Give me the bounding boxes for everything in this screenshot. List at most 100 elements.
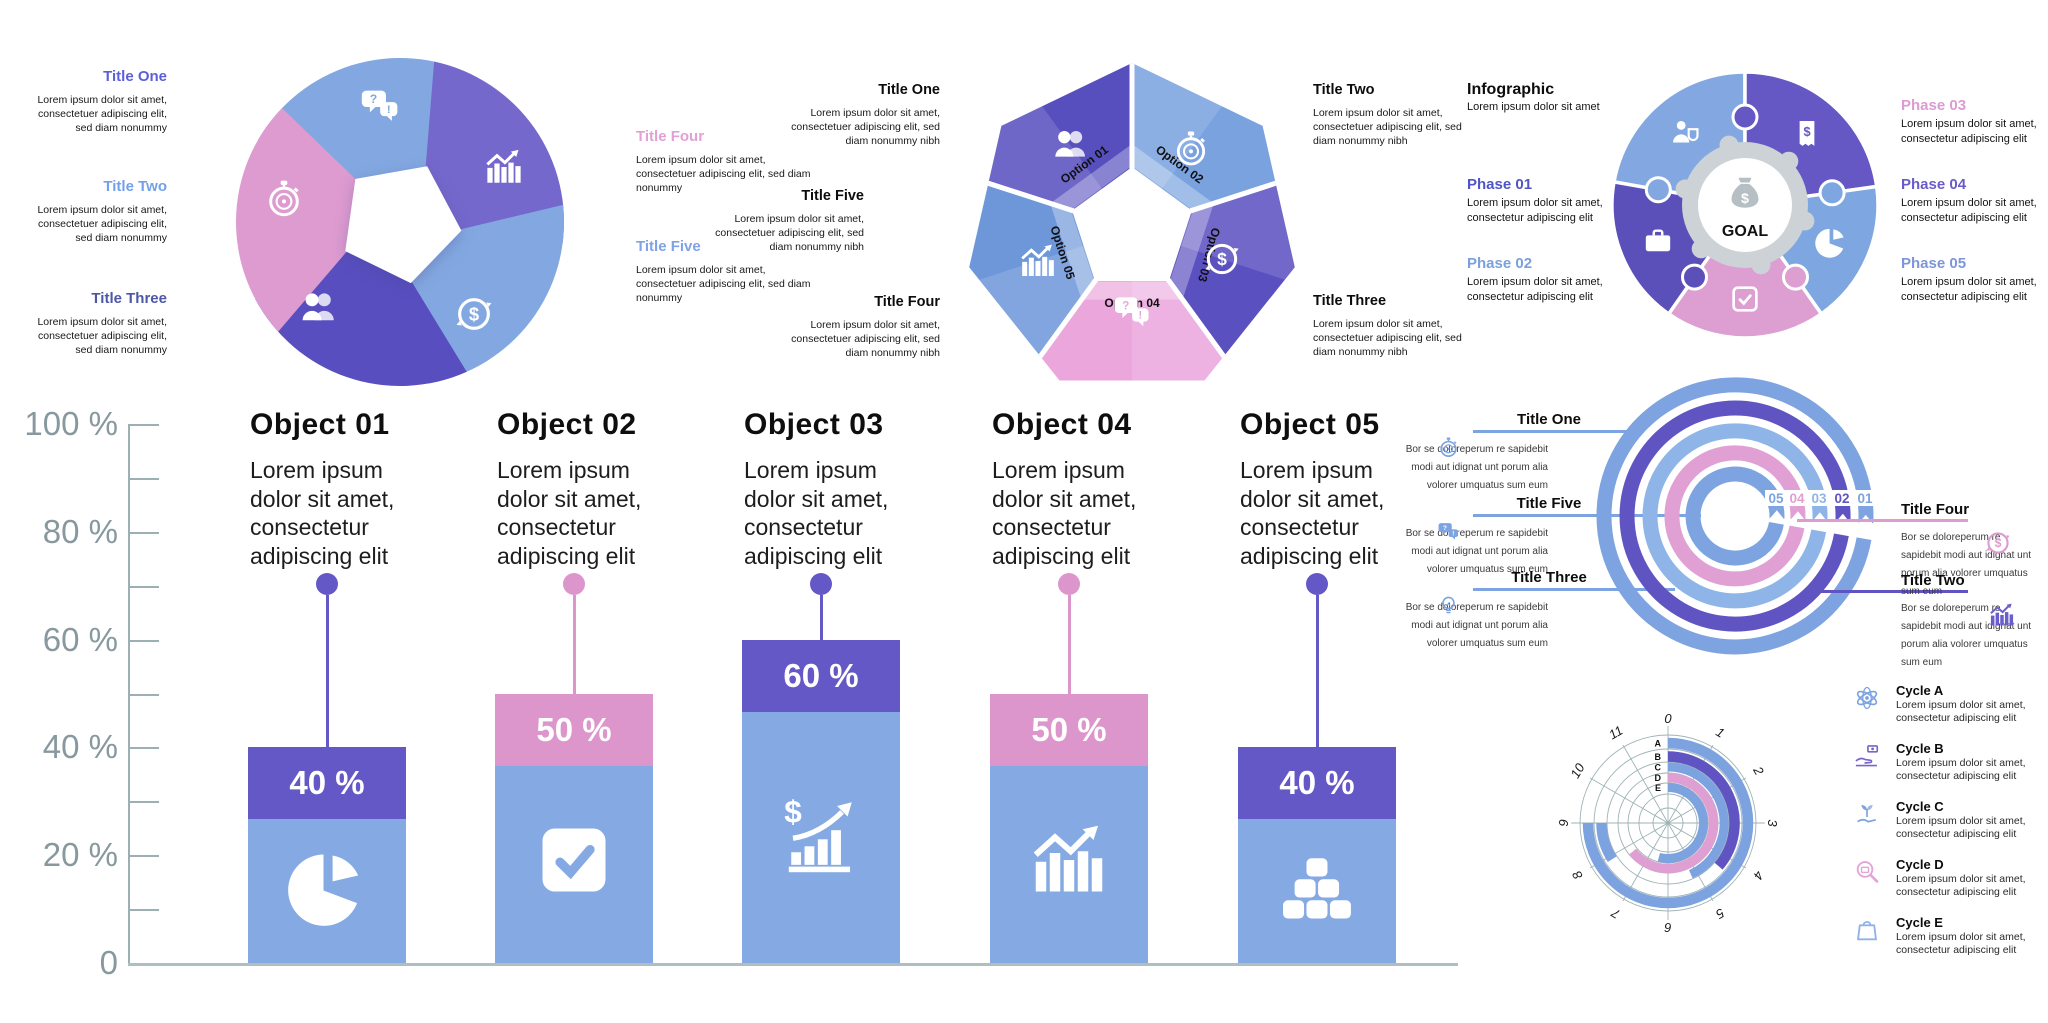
y-axis-tick <box>128 747 159 750</box>
y-axis-tick-label: 100 % <box>24 405 118 442</box>
dollar-cycle-icon: $ <box>456 297 492 330</box>
people-icon-wrap <box>1050 124 1090 169</box>
phase-body: Lorem ipsum dolor sit amet, consectetur … <box>1467 197 1603 224</box>
bar-cap: 40 % <box>1238 747 1396 820</box>
section-title: Title Three <box>91 290 167 307</box>
radial-item-title: Title Five <box>1516 495 1582 512</box>
connector-dot <box>1306 573 1328 595</box>
person-shield-icon-wrap <box>1668 116 1702 155</box>
heptagon-title-five-block: Title Five Lorem ipsum dolor sit amet, c… <box>714 188 864 255</box>
phase-body: Lorem ipsum dolor sit amet, consectetur … <box>1467 276 1603 303</box>
section-title: Title One <box>103 68 167 85</box>
svg-text:3: 3 <box>1765 819 1780 827</box>
object-heading: Object 04 <box>992 408 1132 441</box>
svg-text:11: 11 <box>1606 723 1625 743</box>
radial-item-body: Bor se doloreperum re sapidebit modi aut… <box>1901 603 2032 668</box>
page-title: Infographic <box>1467 81 1555 98</box>
check-icon <box>1732 286 1758 312</box>
bar-value-label: 60 % <box>783 656 859 694</box>
phase-label: Phase 02 <box>1467 255 1533 272</box>
bar-body <box>1238 819 1396 963</box>
dollar-cycle-icon-wrap: $ <box>453 293 495 340</box>
svg-text:8: 8 <box>1569 868 1586 882</box>
svg-text:?: ? <box>1122 299 1129 312</box>
legend-item: Cycle D Lorem ipsum dolor sit amet, cons… <box>1896 857 2026 899</box>
chart-peaks-icon <box>1990 603 2014 626</box>
briefcase-icon <box>1645 229 1671 252</box>
object-heading: Object 01 <box>250 408 390 441</box>
connector-stem <box>1315 595 1319 748</box>
svg-text:5: 5 <box>1713 905 1727 922</box>
y-axis-tick-label: 80 % <box>42 512 118 550</box>
bar-value-label: 40 % <box>1279 764 1355 802</box>
svg-text:D: D <box>1655 773 1662 783</box>
svg-text:A: A <box>1655 739 1662 749</box>
connector-dot <box>1058 573 1080 595</box>
svg-text:B: B <box>1655 752 1662 762</box>
people-icon-wrap <box>297 286 339 333</box>
section-body: Lorem ipsum dolor sit amet, consectetuer… <box>636 264 811 304</box>
radial-item-title: Title Two <box>1901 572 1965 589</box>
phase-03-block: Phase 03 Lorem ipsum dolor sit amet, con… <box>1901 97 2048 146</box>
bar-cap: 60 % <box>742 639 900 712</box>
chart-peaks-icon-wrap <box>1018 241 1058 286</box>
connector-stem <box>572 595 576 694</box>
chart-peaks-icon-wrap <box>483 146 525 193</box>
stopwatch-icon-wrap <box>263 178 305 225</box>
svg-text:?: ? <box>1443 525 1447 532</box>
legend-icon-wrap <box>1853 800 1881 833</box>
hand-sprout-icon <box>1853 805 1881 832</box>
y-axis-tick-label: 0 <box>99 944 118 981</box>
speech-icon: ?! <box>361 90 397 121</box>
speech-icon: ?! <box>1438 523 1458 540</box>
bag-icon <box>1853 921 1881 948</box>
magnifier-icon <box>1853 861 1881 890</box>
bar-chart: 100 % 80 % 60 % 40 % 20 % 0 Object 01 Lorem ips… <box>0 390 1470 990</box>
legend-item: Cycle E Lorem ipsum dolor sit amet, cons… <box>1896 915 2026 957</box>
section-body: Lorem ipsum dolor sit amet, consectetuer… <box>37 94 167 134</box>
radial-item-icon-wrap <box>1437 436 1460 464</box>
section-title: Title Four <box>874 294 940 310</box>
section-body: Lorem ipsum dolor sit amet, consectetuer… <box>37 204 167 244</box>
bar-cap: 40 % <box>248 747 406 820</box>
person-shield-icon <box>1672 120 1699 143</box>
speech-icon-wrap: ?! <box>359 85 401 132</box>
legend-icon-wrap <box>1853 916 1881 949</box>
section-body: Lorem ipsum dolor sit amet, consectetuer… <box>1313 318 1462 358</box>
stopwatch-icon-wrap <box>1171 129 1211 174</box>
phase-label: Phase 05 <box>1901 255 1967 272</box>
svg-text:GOAL: GOAL <box>1722 223 1768 240</box>
section-title: Title One <box>878 82 940 98</box>
radial-item-body: Bor se doloreperum re sapidebit modi aut… <box>1405 528 1548 575</box>
connector-stem <box>325 595 329 748</box>
receipt-icon-wrap: $ <box>1790 117 1824 156</box>
phase-body: Lorem ipsum dolor sit amet, consectetur … <box>1901 197 2037 224</box>
object-description: Lorem ipsum dolor sit amet, consectetur … <box>1240 457 1385 569</box>
section-title: Title Four <box>636 128 705 145</box>
radial-line-title-one <box>1473 430 1635 433</box>
radial-item-body: Bor se doloreperum re sapidebit modi aut… <box>1405 444 1548 491</box>
dollar-cycle-icon-wrap: $ <box>1202 239 1242 284</box>
hand-money-icon <box>1853 745 1881 774</box>
pinwheel-diagram <box>232 50 568 394</box>
y-axis-tick <box>128 477 159 480</box>
connector-dot <box>563 573 585 595</box>
svg-text:7: 7 <box>1608 905 1622 922</box>
radial-line-title-two <box>1813 590 1968 593</box>
people-icon <box>302 293 334 321</box>
polar-clock-chart: A B C D E 0 1 2 3 4 5 6 7 8 9 10 11 <box>1552 656 1784 1001</box>
section-body: Lorem ipsum dolor sit amet, consectetuer… <box>791 107 940 147</box>
bar-cap: 50 % <box>495 693 653 766</box>
page-subtitle: Lorem ipsum dolor sit amet <box>1467 101 1600 113</box>
stopwatch-icon <box>269 181 299 217</box>
y-axis-tick-label: 20 % <box>42 836 118 874</box>
gold-ingots-icon <box>1283 858 1351 919</box>
object-heading: Object 03 <box>744 408 884 441</box>
section-body: Lorem ipsum dolor sit amet, consectetuer… <box>636 154 811 194</box>
receipt-icon: $ <box>1799 121 1815 146</box>
svg-text:$: $ <box>784 794 802 830</box>
radial-item-icon-wrap <box>1437 594 1460 622</box>
phase-02-block: Phase 02 Lorem ipsum dolor sit amet, con… <box>1467 255 1619 304</box>
